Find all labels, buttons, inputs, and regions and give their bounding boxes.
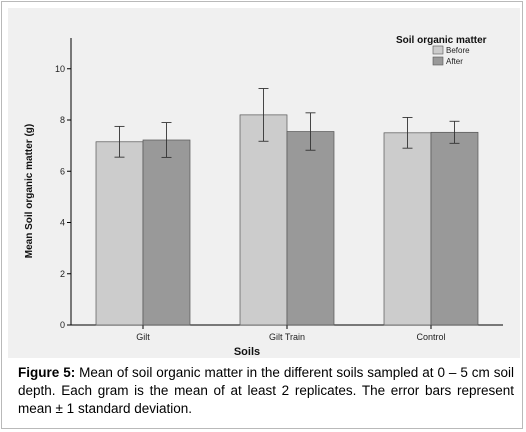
legend-label: Before (446, 46, 470, 55)
error-bar (449, 120, 460, 144)
caption-text: Mean of soil organic matter in the diffe… (18, 365, 514, 416)
bar-after-control (430, 131, 479, 326)
error-bar (258, 88, 269, 142)
bar-before-gilt-train (239, 114, 288, 326)
x-axis-title: Soils (234, 346, 260, 358)
figure-caption: Figure 5: Mean of soil organic matter in… (18, 364, 514, 418)
bar-chart: 0 2 4 6 8 10 Gilt Gilt Train Control Mean Soil o… (24, 35, 503, 358)
y-tick-label: 0 (60, 320, 65, 330)
legend-swatch (432, 56, 444, 66)
legend-label: After (446, 57, 463, 66)
error-bar (114, 125, 125, 158)
x-tick-label: Control (416, 332, 445, 342)
bar-after-gilt-train (286, 131, 335, 326)
bar-after-gilt (142, 139, 191, 326)
bar-before-gilt (95, 141, 144, 326)
y-axis-title: Mean Soil organic matter (g) (24, 124, 35, 258)
legend-swatch (432, 45, 444, 55)
error-bar (402, 116, 413, 149)
y-tick-label: 8 (60, 115, 65, 125)
y-tick-label: 10 (55, 64, 65, 74)
error-bar (161, 122, 172, 158)
error-bar (305, 112, 316, 151)
legend-title: Soil organic matter (396, 35, 487, 46)
y-tick-label: 2 (60, 269, 65, 279)
y-tick-label: 6 (60, 166, 65, 176)
error-bars (114, 88, 460, 158)
legend: Soil organic matter Before After (396, 35, 487, 66)
tick-labels: 0 2 4 6 8 10 Gilt Gilt Train Control (55, 64, 446, 342)
chart-panel: 0 2 4 6 8 10 Gilt Gilt Train Control Mean Soil o… (8, 8, 520, 358)
bar-before-control (383, 132, 432, 326)
y-tick-label: 4 (60, 218, 65, 228)
x-tick-label: Gilt Train (269, 332, 305, 342)
caption-label: Figure 5: (18, 365, 76, 380)
x-tick-label: Gilt (136, 332, 150, 342)
bars (95, 114, 479, 326)
